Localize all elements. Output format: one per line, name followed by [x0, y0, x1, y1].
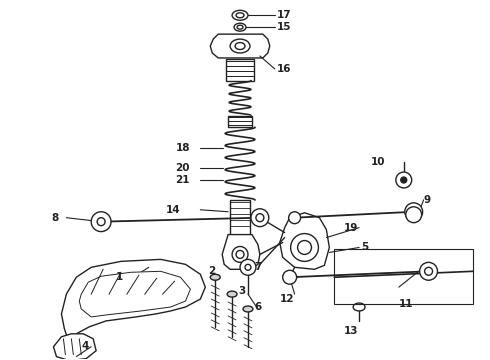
Text: 14: 14	[166, 205, 180, 215]
Text: 11: 11	[399, 299, 413, 309]
Text: 2: 2	[208, 266, 216, 276]
Circle shape	[406, 207, 421, 223]
Circle shape	[240, 260, 256, 275]
Polygon shape	[222, 235, 260, 269]
Text: 3: 3	[238, 286, 245, 296]
Circle shape	[251, 209, 269, 227]
Circle shape	[405, 203, 422, 221]
Circle shape	[91, 212, 111, 231]
Circle shape	[232, 247, 248, 262]
Text: 16: 16	[277, 64, 291, 74]
Circle shape	[396, 172, 412, 188]
Text: 21: 21	[175, 175, 190, 185]
Circle shape	[401, 177, 407, 183]
Text: 10: 10	[371, 157, 386, 167]
Text: 18: 18	[175, 143, 190, 153]
Text: 12: 12	[280, 294, 294, 304]
Polygon shape	[210, 34, 270, 58]
Text: 20: 20	[175, 163, 190, 173]
Polygon shape	[280, 213, 329, 269]
Text: 17: 17	[277, 10, 292, 20]
Circle shape	[291, 234, 318, 261]
Ellipse shape	[356, 305, 362, 309]
Polygon shape	[53, 334, 96, 360]
Text: 19: 19	[344, 222, 359, 233]
Text: 15: 15	[277, 22, 291, 32]
Ellipse shape	[227, 291, 237, 297]
Polygon shape	[61, 260, 205, 344]
Circle shape	[236, 251, 244, 258]
Polygon shape	[79, 271, 191, 317]
Text: 7: 7	[254, 262, 261, 272]
Circle shape	[297, 240, 312, 255]
Ellipse shape	[210, 274, 220, 280]
Bar	[230, 200, 250, 235]
Text: 4: 4	[81, 341, 89, 351]
Circle shape	[419, 262, 438, 280]
Text: 9: 9	[424, 195, 431, 205]
Bar	[228, 116, 252, 127]
Bar	[226, 59, 254, 81]
Ellipse shape	[243, 306, 253, 312]
Text: 6: 6	[254, 302, 261, 312]
Bar	[334, 249, 473, 304]
Circle shape	[289, 212, 300, 224]
Bar	[230, 200, 250, 235]
Text: 1: 1	[116, 272, 123, 282]
Text: 5: 5	[361, 243, 368, 252]
Text: 8: 8	[51, 213, 59, 223]
Bar	[226, 59, 254, 81]
Text: 13: 13	[344, 326, 359, 336]
Bar	[228, 116, 252, 127]
Circle shape	[283, 270, 296, 284]
Circle shape	[245, 264, 251, 270]
